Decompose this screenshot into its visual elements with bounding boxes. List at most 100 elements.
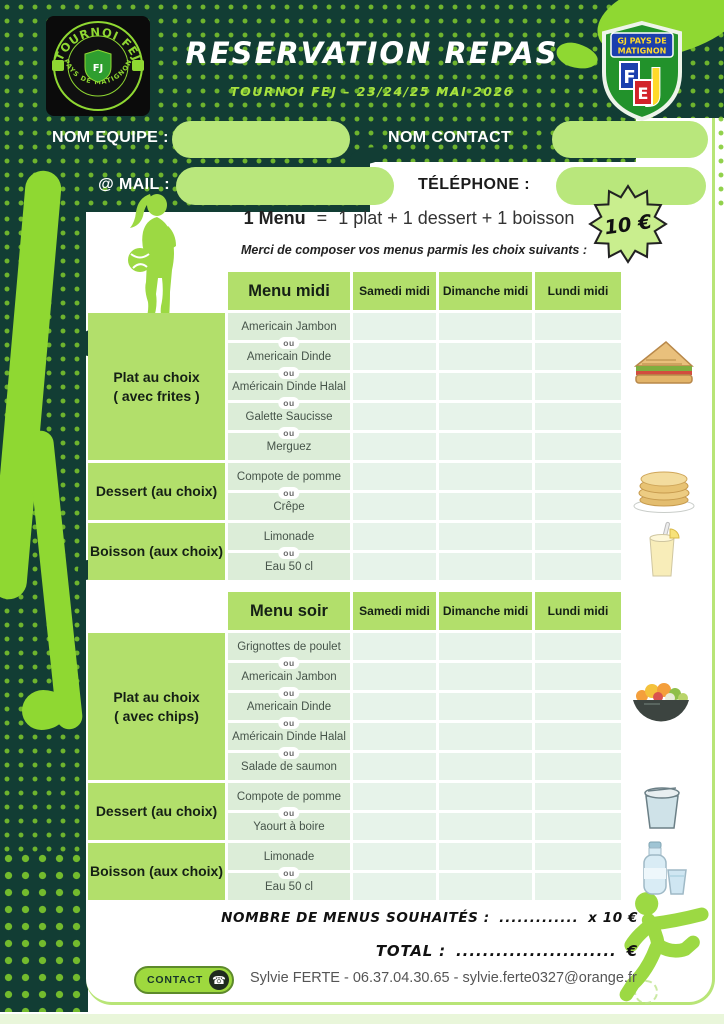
nom-contact-label: NOM CONTACT	[388, 129, 512, 146]
menus-dots[interactable]: .............	[499, 910, 579, 926]
or-separator: ou	[278, 547, 300, 559]
svg-text:FJ: FJ	[93, 63, 104, 74]
page-subtitle: TOURNOI FEJ – 23/24/25 MAI 2026	[230, 84, 514, 99]
day-choice-cell[interactable]	[439, 463, 532, 490]
nom-contact-input[interactable]	[552, 121, 708, 158]
category-label-line: ( avec chips)	[114, 707, 199, 724]
day-choice-cell[interactable]	[353, 783, 436, 810]
category-label-line: Dessert (au choix)	[95, 483, 218, 500]
day-choice-cell[interactable]	[353, 343, 436, 370]
day-choice-cell[interactable]	[535, 343, 621, 370]
day-choice-cell[interactable]	[535, 783, 621, 810]
day-choice-cell[interactable]	[353, 633, 436, 660]
menu-formula-line: 1 Menu = 1 plat + 1 dessert + 1 boisson	[228, 208, 590, 229]
day-choice-cell[interactable]	[353, 403, 436, 430]
phone-icon: ☎	[209, 970, 229, 990]
category-cell: Plat au choix ( avec chips)	[88, 633, 225, 780]
day-choice-cell[interactable]	[439, 343, 532, 370]
day-header-cell: Samedi midi	[353, 272, 436, 310]
telephone-label: TÉLÉPHONE :	[418, 176, 530, 193]
day-choice-cell[interactable]	[535, 553, 621, 580]
category-label-line: Dessert (au choix)	[95, 803, 218, 820]
day-choice-cell[interactable]	[353, 493, 436, 520]
day-choice-cell[interactable]	[439, 723, 532, 750]
day-choice-cell[interactable]	[353, 723, 436, 750]
gj-pays-de-matignon-logo: GJ PAYS DE MATIGNON J F E	[598, 20, 686, 122]
day-choice-cell[interactable]	[353, 843, 436, 870]
day-choice-cell[interactable]	[535, 523, 621, 550]
day-choice-cell[interactable]	[439, 493, 532, 520]
total-dots[interactable]: ........................	[455, 942, 617, 960]
menus-label: NOMBRE DE MENUS SOUHAITÉS :	[221, 910, 490, 926]
day-choice-cell[interactable]	[439, 373, 532, 400]
category-label-line: Plat au choix	[113, 688, 200, 705]
day-choice-cell[interactable]	[535, 663, 621, 690]
menus-total-line: NOMBRE DE MENUS SOUHAITÉS : ............…	[221, 910, 638, 926]
day-choice-cell[interactable]	[535, 843, 621, 870]
day-choice-cell[interactable]	[535, 493, 621, 520]
day-choice-cell[interactable]	[353, 553, 436, 580]
menu-equals: =	[316, 208, 328, 228]
day-choice-cell[interactable]	[535, 753, 621, 780]
day-choice-cell[interactable]	[535, 693, 621, 720]
category-label-line: Boisson (aux choix)	[89, 543, 224, 560]
day-choice-cell[interactable]	[439, 403, 532, 430]
day-choice-cell[interactable]	[353, 813, 436, 840]
yogurt-cup-icon	[644, 787, 680, 829]
day-choice-cell[interactable]	[535, 403, 621, 430]
day-choice-cell[interactable]	[353, 753, 436, 780]
day-choice-cell[interactable]	[439, 753, 532, 780]
menu-item-cell: Americain Jambon ou	[228, 313, 350, 349]
contact-info: Sylvie FERTE - 06.37.04.30.65 - sylvie.f…	[250, 970, 637, 986]
day-choice-cell[interactable]	[353, 663, 436, 690]
day-choice-cell[interactable]	[535, 463, 621, 490]
day-choice-cell[interactable]	[439, 813, 532, 840]
day-choice-cell[interactable]	[439, 693, 532, 720]
sandwich-icon	[633, 341, 694, 384]
mail-input[interactable]	[176, 167, 394, 205]
total-label: TOTAL :	[375, 942, 446, 960]
day-choice-cell[interactable]	[535, 433, 621, 460]
day-choice-cell[interactable]	[353, 463, 436, 490]
nom-equipe-label: NOM EQUIPE :	[52, 129, 169, 146]
day-choice-cell[interactable]	[439, 783, 532, 810]
day-choice-cell[interactable]	[535, 373, 621, 400]
halftone-dots-bottom-left	[0, 850, 88, 1012]
svg-text:F: F	[623, 67, 635, 88]
day-choice-cell[interactable]	[353, 873, 436, 900]
nom-equipe-input[interactable]	[172, 121, 350, 158]
category-cell: Dessert (au choix)	[88, 783, 225, 840]
day-choice-cell[interactable]	[535, 813, 621, 840]
mail-label: @ MAIL :	[98, 176, 170, 193]
day-choice-cell[interactable]	[353, 313, 436, 340]
menu-item-cell: Américain Dinde Halal ou	[228, 723, 350, 759]
menu-formula: 1 Menu	[243, 208, 306, 228]
svg-text:MATIGNON: MATIGNON	[618, 47, 667, 56]
contact-button[interactable]: CONTACT ☎	[134, 966, 234, 994]
day-choice-cell[interactable]	[439, 873, 532, 900]
salad-bowl-icon	[633, 683, 689, 722]
day-choice-cell[interactable]	[353, 373, 436, 400]
day-choice-cell[interactable]	[439, 663, 532, 690]
or-separator: ou	[278, 747, 300, 759]
day-choice-cell[interactable]	[535, 633, 621, 660]
day-choice-cell[interactable]	[439, 633, 532, 660]
day-choice-cell[interactable]	[535, 313, 621, 340]
day-choice-cell[interactable]	[535, 723, 621, 750]
bottom-accent-strip	[0, 1014, 724, 1024]
day-choice-cell[interactable]	[353, 693, 436, 720]
or-separator: ou	[278, 397, 300, 409]
day-choice-cell[interactable]	[353, 523, 436, 550]
day-choice-cell[interactable]	[535, 873, 621, 900]
day-choice-cell[interactable]	[439, 523, 532, 550]
menu-item-cell: Limonade ou	[228, 523, 350, 559]
tournoi-fej-badge-icon: TOURNOI FEJ PAYS DE MATIGNON FJ	[46, 16, 150, 116]
day-choice-cell[interactable]	[439, 433, 532, 460]
day-choice-cell[interactable]	[439, 553, 532, 580]
menu-item-cell: Salade de saumon	[228, 753, 350, 780]
day-choice-cell[interactable]	[353, 433, 436, 460]
menu-item-cell: Compote de pomme ou	[228, 463, 350, 499]
day-choice-cell[interactable]	[439, 843, 532, 870]
day-choice-cell[interactable]	[439, 313, 532, 340]
